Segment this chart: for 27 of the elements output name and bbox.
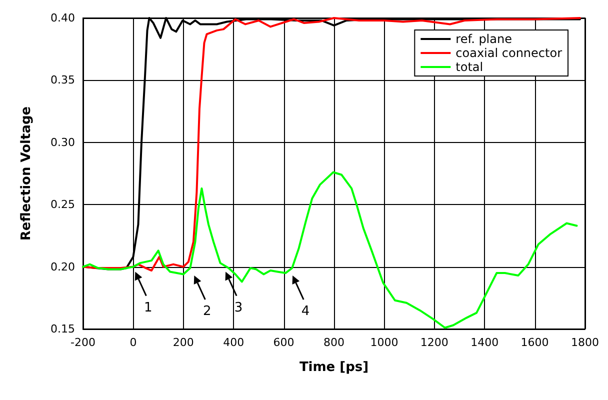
y-tick-label: 0.40: [50, 12, 75, 24]
x-tick-label: 400: [223, 336, 244, 349]
x-tick-label: 200: [172, 336, 194, 349]
y-tick-label: 0.25: [50, 198, 75, 212]
y-axis-title: Reflection Voltage: [19, 106, 34, 241]
y-tick-label: 0.20: [50, 260, 75, 274]
x-tick-label: 1400: [470, 336, 499, 349]
legend-label: total: [456, 60, 484, 74]
x-tick-label: 600: [273, 336, 294, 349]
x-tick-label: 800: [324, 336, 344, 349]
legend-label: coaxial connector: [456, 46, 562, 60]
x-tick-label: 1800: [571, 336, 599, 349]
x-tick-label: 1600: [520, 336, 549, 349]
x-tick-label: -200: [70, 336, 96, 349]
annotation: 3: [234, 300, 243, 316]
y-tick-label: 0.30: [50, 136, 75, 149]
x-tick-label: 1000: [370, 336, 398, 349]
x-tick-label: 1200: [420, 336, 448, 349]
annotation: 4: [301, 304, 310, 320]
x-axis-title: Time [ps]: [299, 360, 369, 375]
x-tick-label: 0: [130, 336, 137, 349]
y-tick-label: 0.15: [50, 322, 75, 336]
y-tick-label: 0.35: [50, 74, 75, 87]
line-series: [82, 171, 578, 329]
annotation: 1: [144, 300, 152, 316]
annotation: 2: [203, 304, 212, 320]
legend-label: ref. plane: [456, 32, 512, 46]
